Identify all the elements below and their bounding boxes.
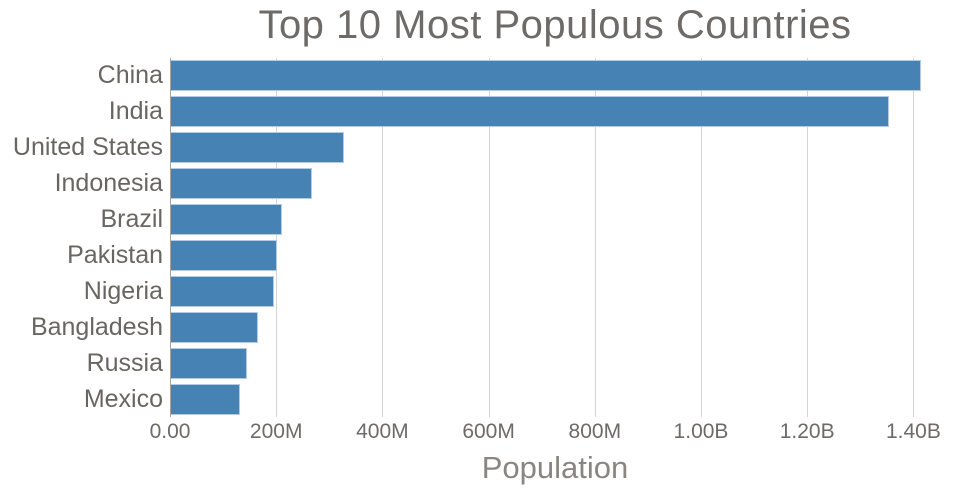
bar-pakistan (170, 239, 277, 271)
x-axis-tick-labels: 0.00 200M 400M 600M 800M 1.00B 1.20B 1.40B (150, 420, 941, 448)
x-tick-1.00b: 1.00B (673, 420, 729, 443)
bar-united-states (170, 132, 344, 164)
bar-mexico (170, 383, 240, 415)
bar-china (170, 60, 922, 92)
y-label-pakistan: Pakistan (67, 240, 163, 269)
y-label-indonesia: Indonesia (54, 169, 163, 198)
x-tick-1.40b: 1.40B (885, 420, 941, 443)
x-tick-200m: 200M (249, 420, 303, 443)
x-tick-600m: 600M (462, 420, 515, 443)
y-label-india: India (108, 97, 163, 126)
gridline-1.40b (913, 58, 915, 417)
gridline-800m (594, 58, 596, 417)
bar-india (170, 96, 889, 128)
x-tick-400m: 400M (356, 420, 409, 443)
bar-russia (170, 347, 247, 379)
bar-bangladesh (170, 311, 259, 343)
x-axis-title: Population (481, 450, 629, 485)
y-label-united-states: United States (12, 133, 163, 162)
gridline-1.20b (807, 58, 809, 417)
gridline-600m (488, 58, 490, 417)
y-label-china: China (97, 61, 163, 90)
y-axis-line (170, 58, 171, 417)
y-label-bangladesh: Bangladesh (30, 312, 163, 341)
x-tick-0.00: 0.00 (149, 420, 191, 443)
plot-area (170, 58, 940, 417)
y-axis-category-labels: China India United States Indonesia Brazil Pa… (0, 58, 163, 417)
gridline-1.00b (701, 58, 702, 417)
gridline-400m (382, 58, 384, 417)
gridline-200m (276, 58, 278, 417)
x-tick-1.20b: 1.20B (779, 420, 835, 443)
y-label-brazil: Brazil (100, 205, 163, 234)
y-label-nigeria: Nigeria (83, 276, 163, 305)
bar-indonesia (170, 168, 312, 200)
chart-title: Top 10 Most Populous Countries (258, 3, 852, 47)
y-label-russia: Russia (86, 348, 163, 377)
bar-nigeria (170, 275, 275, 307)
x-tick-800m: 800M (568, 420, 622, 443)
y-label-mexico: Mexico (83, 384, 163, 413)
bar-brazil (170, 204, 282, 235)
